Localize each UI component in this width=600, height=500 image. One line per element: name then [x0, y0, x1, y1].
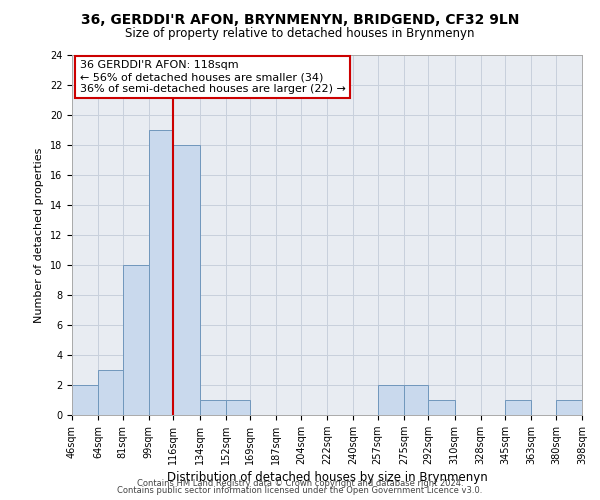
Bar — [226, 400, 250, 415]
Bar — [505, 400, 531, 415]
Text: 36 GERDDI'R AFON: 118sqm
← 56% of detached houses are smaller (34)
36% of semi-d: 36 GERDDI'R AFON: 118sqm ← 56% of detach… — [80, 60, 346, 94]
Bar — [378, 385, 404, 415]
Bar — [556, 400, 582, 415]
Text: Contains HM Land Registry data © Crown copyright and database right 2024.: Contains HM Land Registry data © Crown c… — [137, 478, 463, 488]
Bar — [404, 385, 428, 415]
Bar — [98, 370, 123, 415]
Text: 36, GERDDI'R AFON, BRYNMENYN, BRIDGEND, CF32 9LN: 36, GERDDI'R AFON, BRYNMENYN, BRIDGEND, … — [81, 12, 519, 26]
Text: Size of property relative to detached houses in Brynmenyn: Size of property relative to detached ho… — [125, 28, 475, 40]
Y-axis label: Number of detached properties: Number of detached properties — [34, 148, 44, 322]
Bar — [149, 130, 173, 415]
Bar — [123, 265, 149, 415]
Bar — [72, 385, 98, 415]
X-axis label: Distribution of detached houses by size in Brynmenyn: Distribution of detached houses by size … — [167, 471, 487, 484]
Text: Contains public sector information licensed under the Open Government Licence v3: Contains public sector information licen… — [118, 486, 482, 495]
Bar — [199, 400, 226, 415]
Bar — [428, 400, 455, 415]
Bar — [173, 145, 200, 415]
